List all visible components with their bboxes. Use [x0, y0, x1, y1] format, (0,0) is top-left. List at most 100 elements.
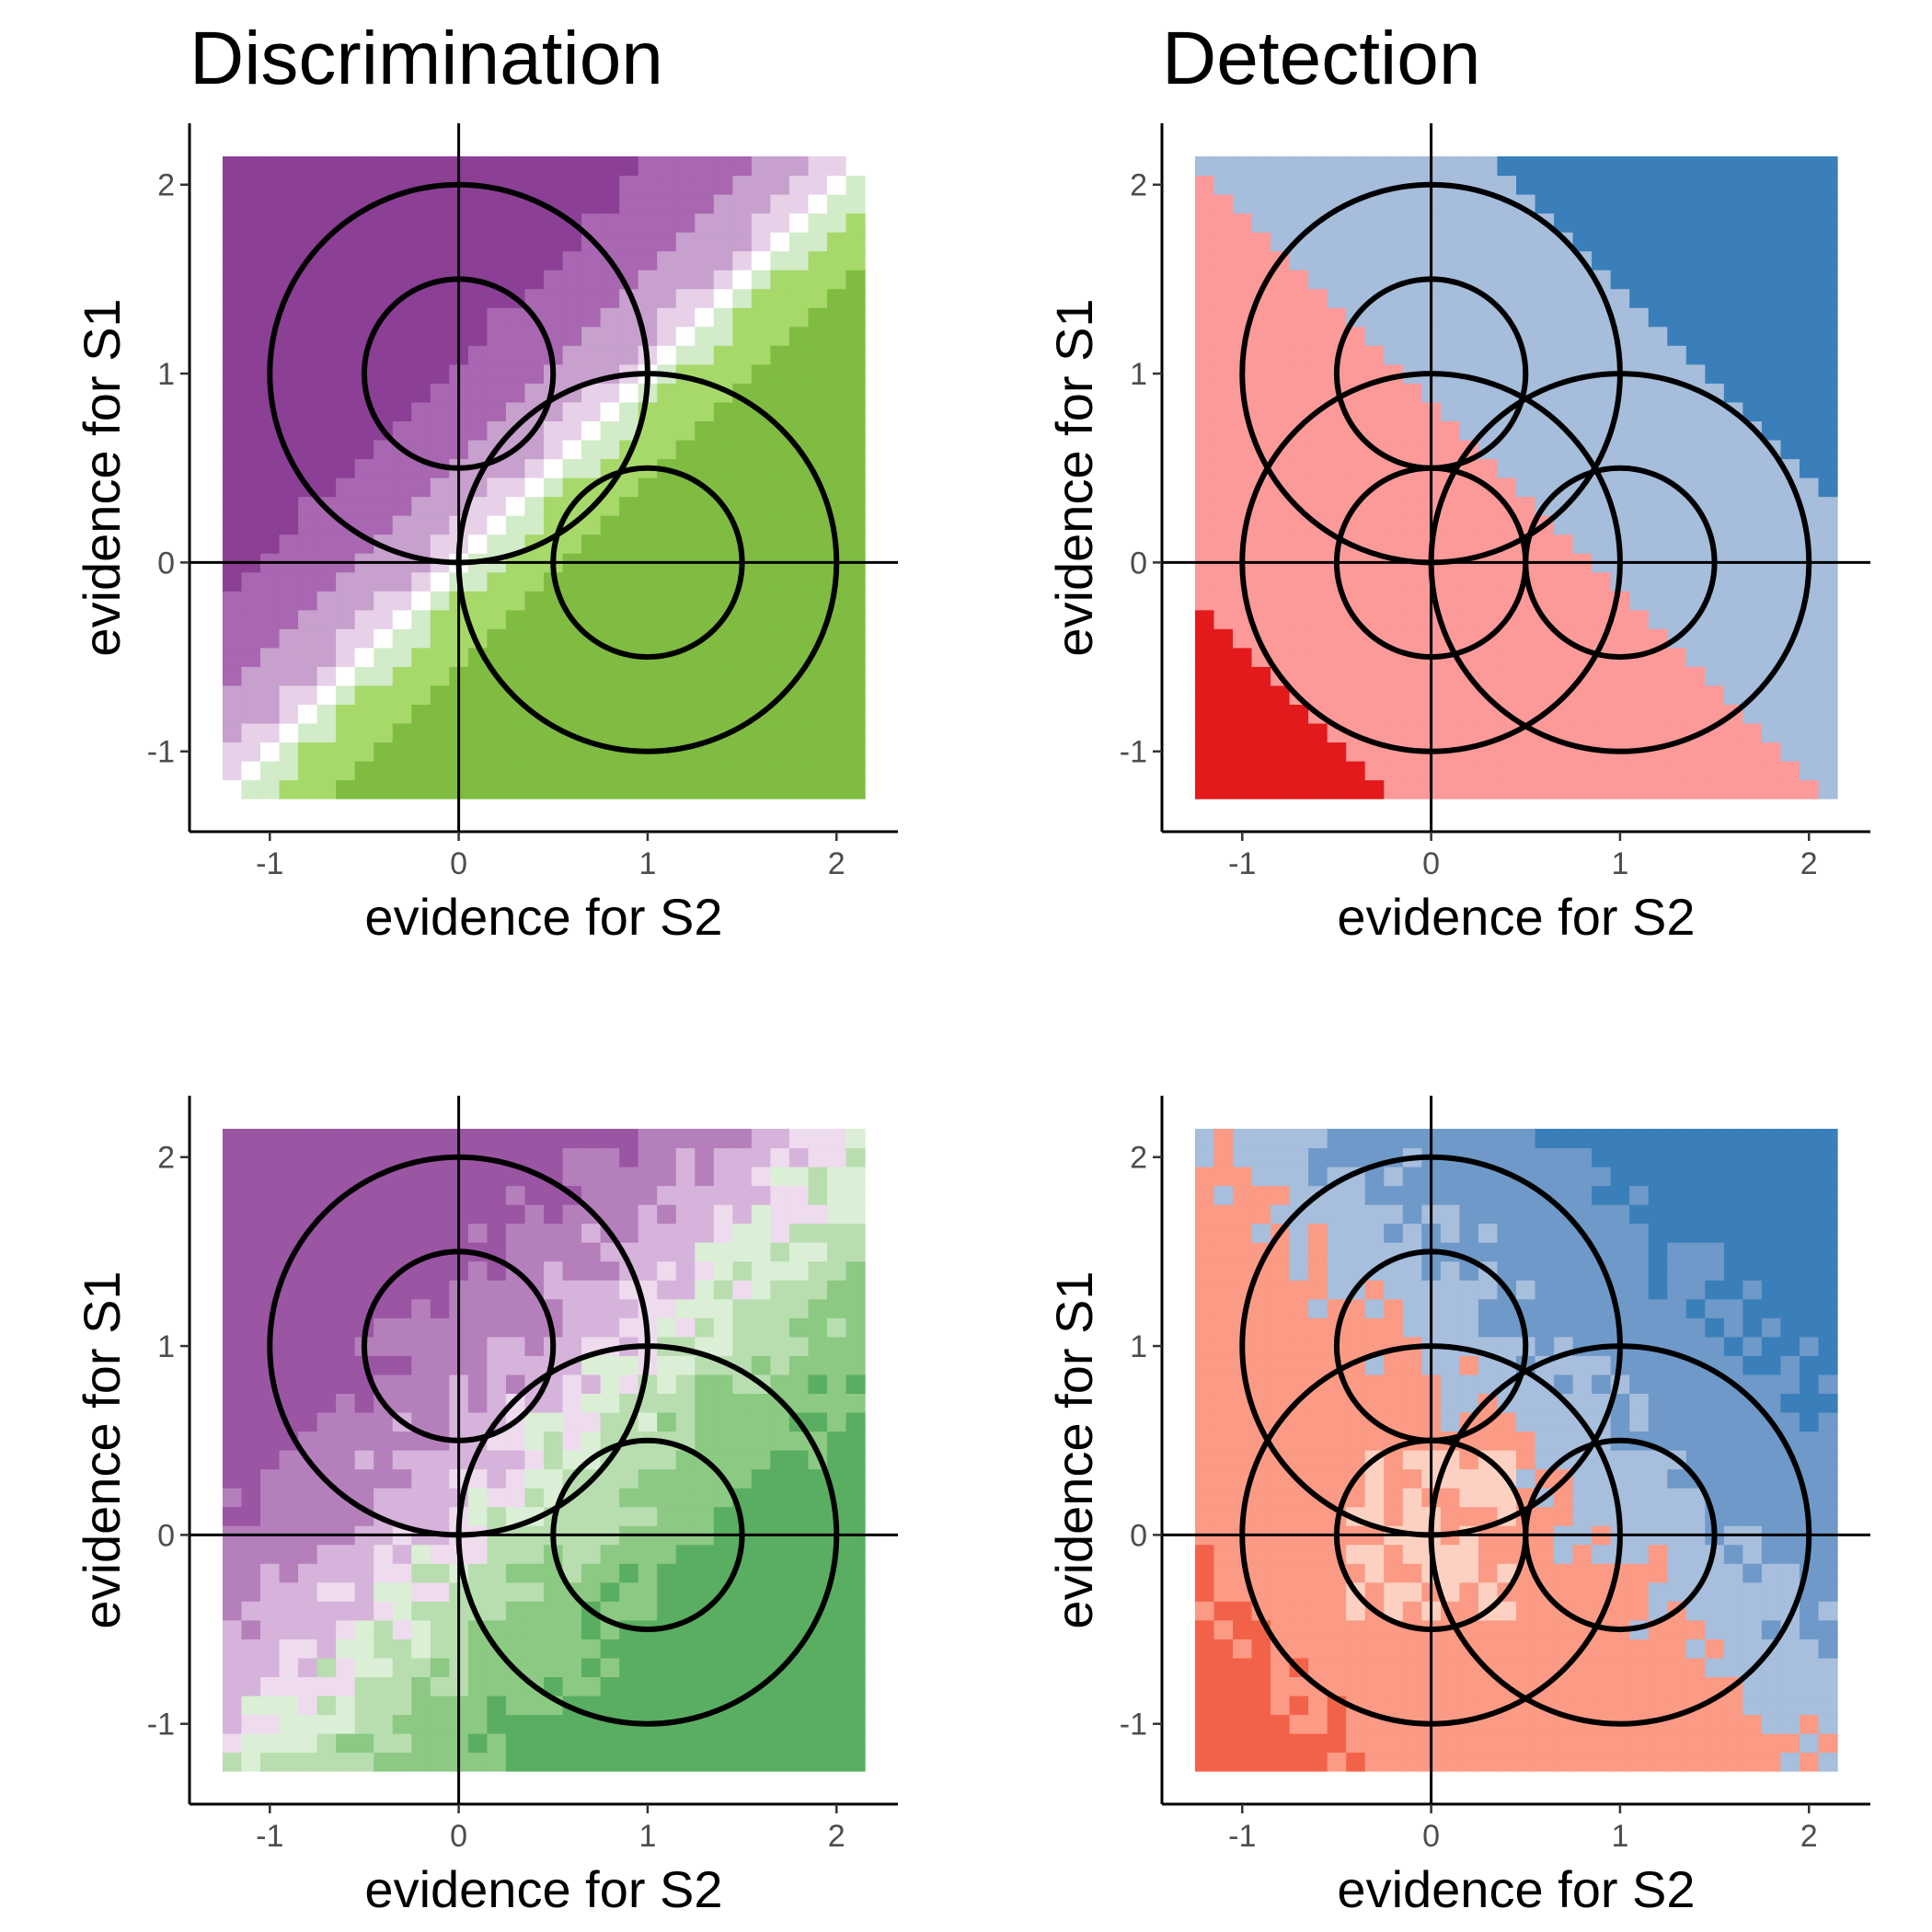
heatmap-cell — [1213, 1204, 1234, 1225]
heatmap-cell — [354, 1204, 374, 1225]
heatmap-cell — [1780, 1298, 1800, 1318]
heatmap-cell — [1384, 1695, 1404, 1716]
heatmap-cell — [1554, 1185, 1574, 1205]
heatmap-cell — [1289, 307, 1309, 328]
heatmap-cell — [1800, 232, 1820, 252]
heatmap-cell — [1271, 288, 1291, 308]
heatmap-cell — [1667, 647, 1687, 667]
heatmap-cell — [788, 383, 810, 403]
heatmap-cell — [1818, 1317, 1838, 1338]
heatmap-cell — [392, 1601, 412, 1621]
heatmap-cell — [1761, 401, 1782, 421]
heatmap-cell — [1497, 1242, 1517, 1262]
heatmap-cell — [1685, 1317, 1706, 1338]
heatmap-cell — [788, 534, 810, 554]
heatmap-cell — [1629, 1563, 1650, 1583]
heatmap-cell — [619, 571, 639, 592]
heatmap-cell — [544, 420, 564, 441]
heatmap-cell — [657, 250, 677, 270]
heatmap-cell — [695, 1488, 715, 1508]
heatmap-cell — [411, 1393, 431, 1413]
x-tick-label: -1 — [1228, 846, 1256, 881]
heatmap-cell — [1308, 761, 1328, 781]
heatmap-cell — [1535, 647, 1555, 667]
heatmap-cell — [562, 1619, 582, 1639]
heatmap-cell — [770, 326, 790, 346]
heatmap-cell — [1213, 363, 1234, 384]
heatmap-cell — [1289, 458, 1309, 478]
heatmap-cell — [1629, 194, 1650, 214]
heatmap-cell — [1346, 1336, 1366, 1356]
heatmap-cell — [1251, 1147, 1271, 1167]
heatmap-cell — [1194, 458, 1215, 478]
heatmap-cell — [827, 1752, 847, 1772]
heatmap-cell — [298, 591, 318, 611]
heatmap-cell — [808, 363, 828, 384]
heatmap-cell — [1685, 307, 1706, 328]
heatmap-cell — [467, 761, 488, 781]
heatmap-cell — [1554, 155, 1574, 177]
contour-circle — [1428, 371, 1812, 754]
heatmap-cell — [392, 761, 412, 781]
heatmap-cell — [1572, 1657, 1593, 1677]
heatmap-cell — [1535, 1242, 1555, 1262]
heatmap-cell — [392, 1639, 412, 1659]
heatmap-cell — [1800, 684, 1820, 705]
heatmap-cell — [1497, 761, 1517, 781]
heatmap-cell — [1685, 1147, 1706, 1167]
heatmap-cell — [581, 326, 602, 346]
heatmap-cell — [1364, 571, 1385, 592]
heatmap-cell — [1289, 401, 1309, 421]
heatmap-cell — [392, 571, 412, 592]
heatmap-cell — [1213, 496, 1234, 516]
heatmap-cell — [1554, 439, 1574, 460]
heatmap-cell — [1535, 1431, 1555, 1451]
heatmap-cell — [600, 1317, 620, 1338]
heatmap-cell — [1308, 458, 1328, 478]
heatmap-cell — [374, 155, 394, 177]
heatmap-cell — [467, 1128, 488, 1149]
heatmap-cell — [298, 722, 318, 743]
heatmap-cell — [411, 666, 431, 686]
heatmap-cell — [808, 307, 828, 328]
heatmap-cell — [619, 1657, 639, 1677]
heatmap-cell — [1402, 345, 1422, 365]
heatmap-cell — [732, 1260, 753, 1281]
heatmap-cell — [1402, 496, 1422, 516]
heatmap-cell — [713, 213, 733, 233]
heatmap-cell — [1742, 1450, 1763, 1470]
heatmap-cell — [770, 1450, 790, 1470]
heatmap-cell — [1251, 401, 1271, 421]
heatmap-cell — [222, 1242, 243, 1262]
heatmap-cell — [1705, 1468, 1725, 1489]
heatmap-cell — [1194, 722, 1215, 743]
heatmap-cell — [336, 477, 356, 498]
heatmap-cell — [1648, 1185, 1668, 1205]
heatmap-cell — [695, 1280, 715, 1300]
heatmap-cell — [827, 722, 847, 743]
heatmap-cell — [1440, 345, 1460, 365]
heatmap-cell — [222, 1355, 243, 1375]
heatmap-cell — [1402, 609, 1422, 629]
heatmap-cell — [222, 213, 243, 233]
heatmap-cell — [336, 401, 356, 421]
heatmap-cell — [1800, 1242, 1820, 1262]
heatmap-cell — [638, 1147, 658, 1167]
heatmap-cell — [1761, 307, 1782, 328]
heatmap-cell — [562, 1601, 582, 1621]
heatmap-cell — [1440, 307, 1460, 328]
heatmap-cell — [1289, 1280, 1309, 1300]
heatmap-cell — [336, 534, 356, 554]
heatmap-cell — [354, 609, 374, 629]
heatmap-cell — [788, 1185, 810, 1205]
heatmap-cell — [298, 1601, 318, 1621]
heatmap-cell — [808, 1733, 828, 1754]
heatmap-cell — [1194, 1393, 1215, 1413]
heatmap-cell — [467, 779, 488, 799]
heatmap-cell — [392, 194, 412, 214]
heatmap-cell — [827, 1147, 847, 1167]
heatmap-cell — [279, 1695, 299, 1716]
heatmap-cell — [411, 345, 431, 365]
heatmap-cell — [1572, 779, 1593, 799]
heatmap-cell — [600, 1488, 620, 1508]
